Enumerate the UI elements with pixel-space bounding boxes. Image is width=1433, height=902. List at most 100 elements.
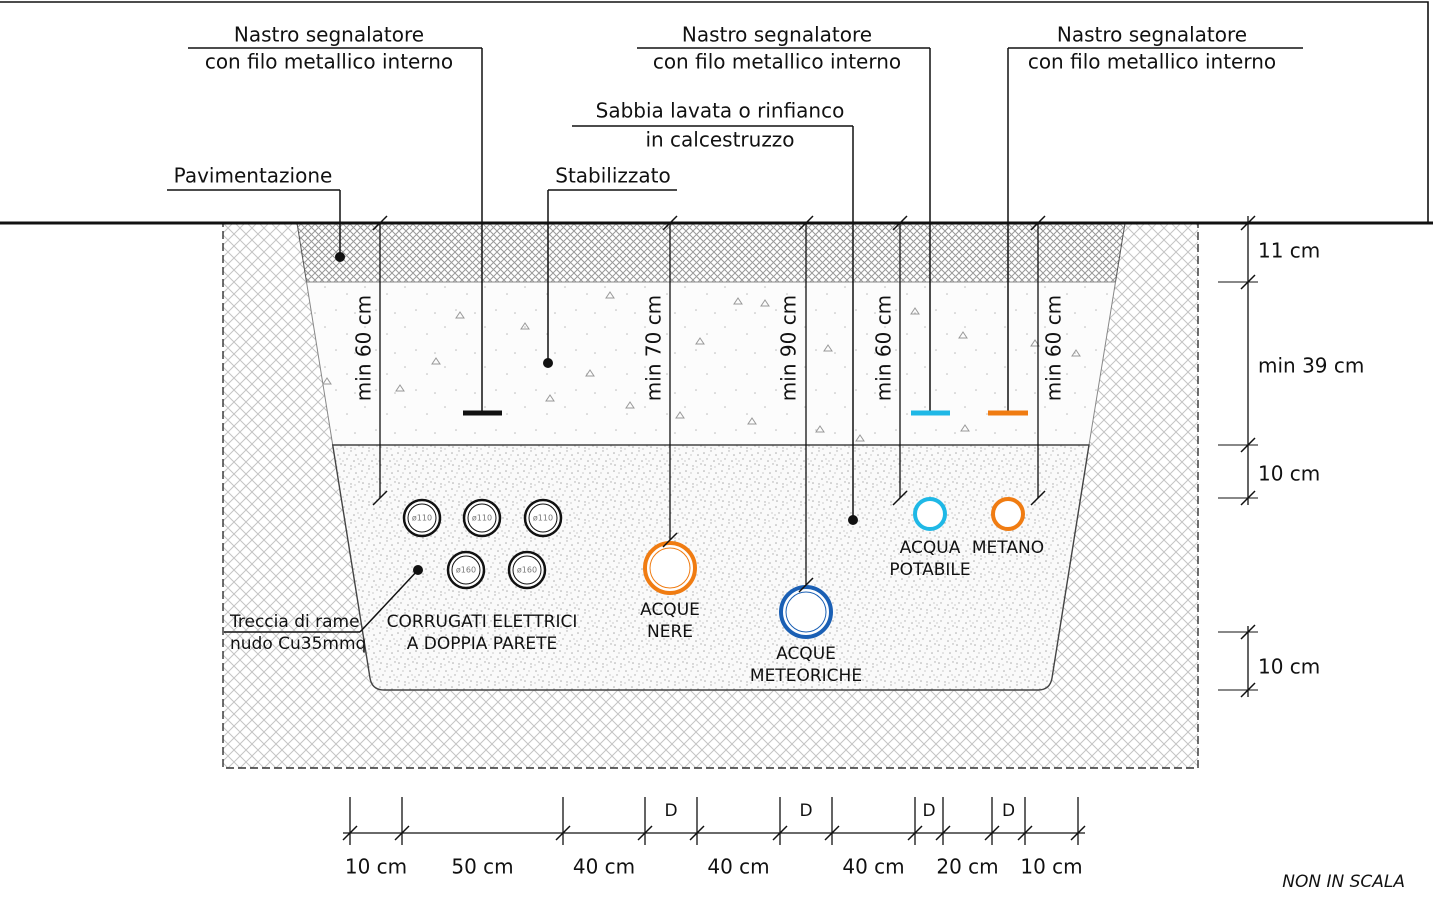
conduit xyxy=(523,498,563,538)
aggregate-mark xyxy=(1071,349,1081,357)
conduit-inner xyxy=(451,555,481,585)
label: ø160 xyxy=(517,566,537,575)
aggregate-mark xyxy=(815,425,825,433)
tick xyxy=(772,825,788,841)
aggregate-mark xyxy=(395,384,405,392)
aggregate-mark xyxy=(520,322,530,330)
conduit xyxy=(462,498,502,538)
tick xyxy=(1017,825,1033,841)
label: METEORICHE xyxy=(750,666,862,686)
leader-dot xyxy=(335,252,345,262)
aggregate-mark xyxy=(585,369,595,377)
leader-dot xyxy=(848,515,858,525)
pavement-layer xyxy=(296,222,1126,283)
label: Nastro segnalatore xyxy=(1057,23,1247,47)
tick xyxy=(342,825,358,841)
label: POTABILE xyxy=(889,560,970,580)
label: ø160 xyxy=(456,566,476,575)
tick xyxy=(1030,215,1046,231)
tick xyxy=(907,825,923,841)
label: 40 cm xyxy=(707,855,769,879)
tick xyxy=(892,490,908,506)
sand-layer xyxy=(331,444,1090,691)
label: min 60 cm xyxy=(872,295,896,401)
tick xyxy=(689,825,705,841)
aggregate-mark xyxy=(958,331,968,339)
label: D xyxy=(664,801,677,821)
tick xyxy=(662,532,678,548)
label: Nastro segnalatore xyxy=(234,23,424,47)
conduit xyxy=(446,550,486,590)
leader-dot xyxy=(543,358,553,368)
label: 10 cm xyxy=(1020,855,1082,879)
aggregate-mark xyxy=(695,337,705,345)
pipe xyxy=(779,585,833,639)
label: ACQUE xyxy=(776,644,836,664)
conduit xyxy=(507,550,547,590)
label: D xyxy=(799,801,812,821)
aggregate-mark xyxy=(545,394,555,402)
label: 10 cm xyxy=(1258,655,1320,679)
label: min 39 cm xyxy=(1258,354,1364,378)
label: METANO xyxy=(972,538,1044,558)
aggregate-mark xyxy=(605,291,615,299)
frame xyxy=(0,1,1429,223)
aggregate-mark xyxy=(733,297,743,305)
conduit xyxy=(402,498,442,538)
label: 40 cm xyxy=(573,855,635,879)
aggregate-mark xyxy=(960,424,970,432)
aggregate-mark xyxy=(455,311,465,319)
tick xyxy=(892,215,908,231)
tick xyxy=(935,825,951,841)
label: 10 cm xyxy=(1258,462,1320,486)
pipe xyxy=(643,541,697,595)
conduit-inner xyxy=(467,503,497,533)
tick xyxy=(984,825,1000,841)
label: ø110 xyxy=(412,514,432,523)
label: 40 cm xyxy=(842,855,904,879)
label: D xyxy=(1002,801,1015,821)
label: 11 cm xyxy=(1258,239,1320,263)
tick xyxy=(824,825,840,841)
pipe-inner xyxy=(649,547,691,589)
label: NON IN SCALA xyxy=(1282,872,1405,892)
aggregate-mark xyxy=(747,417,757,425)
label: Nastro segnalatore xyxy=(682,23,872,47)
label: A DOPPIA PARETE xyxy=(407,634,558,654)
label: con filo metallico interno xyxy=(205,50,453,74)
label: ø110 xyxy=(533,514,553,523)
label: ACQUA xyxy=(900,538,961,558)
label: NERE xyxy=(647,622,693,642)
tick xyxy=(555,825,571,841)
aggregate-mark xyxy=(910,307,920,315)
label: Pavimentazione xyxy=(174,164,333,188)
label: min 60 cm xyxy=(1042,295,1066,401)
label: 50 cm xyxy=(451,855,513,879)
label: min 70 cm xyxy=(642,295,666,401)
aggregate-mark xyxy=(675,411,685,419)
aggregate-mark xyxy=(760,299,770,307)
label: nudo Cu35mmq xyxy=(230,634,366,654)
conduit-inner xyxy=(512,555,542,585)
label: min 60 cm xyxy=(352,295,376,401)
label: CORRUGATI ELETTRICI xyxy=(387,612,578,632)
aggregate-mark xyxy=(1030,339,1040,347)
tick xyxy=(637,825,653,841)
tick xyxy=(798,577,814,593)
label: Stabilizzato xyxy=(555,164,671,188)
aggregate-mark xyxy=(625,401,635,409)
tick xyxy=(798,215,814,231)
pipe xyxy=(991,497,1025,531)
label: D xyxy=(922,801,935,821)
leader-dot xyxy=(413,565,423,575)
tick xyxy=(662,215,678,231)
aggregate-mark xyxy=(431,357,441,365)
stabilized-layer xyxy=(305,281,1117,446)
conduit-inner xyxy=(407,503,437,533)
label: min 90 cm xyxy=(777,295,801,401)
pipe xyxy=(913,497,947,531)
label: 10 cm xyxy=(345,855,407,879)
tick xyxy=(1070,825,1086,841)
tick xyxy=(372,490,388,506)
tick xyxy=(1030,490,1046,506)
